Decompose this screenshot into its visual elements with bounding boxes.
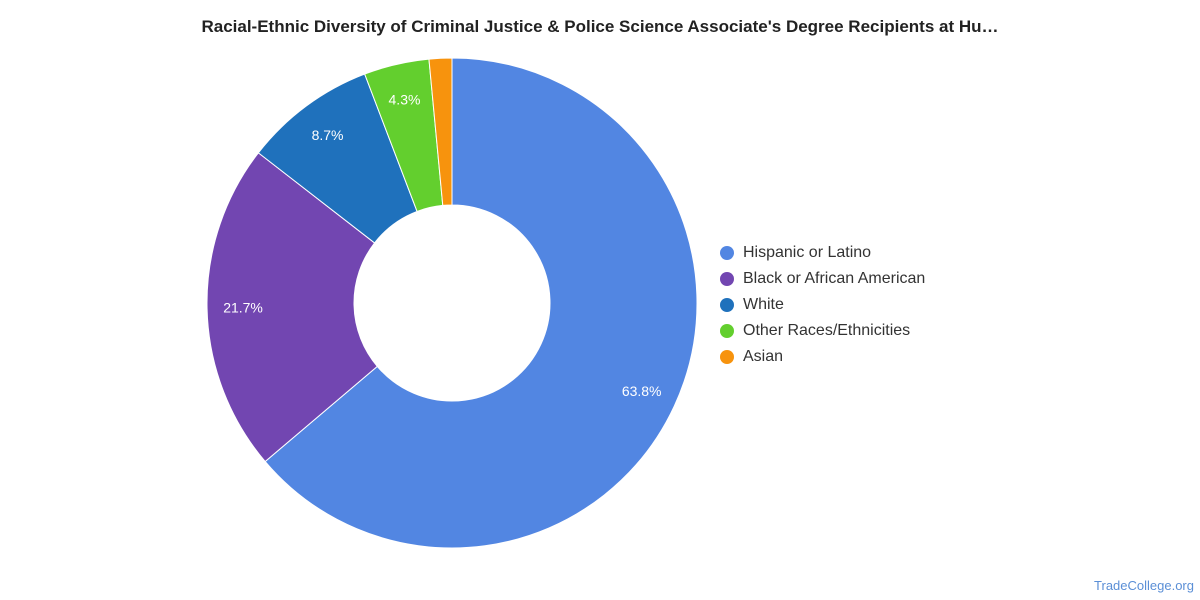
legend-item[interactable]: Other Races/Ethnicities — [720, 318, 925, 344]
legend-item[interactable]: Black or African American — [720, 266, 925, 292]
donut-slice-black-or-african-american — [206, 152, 378, 463]
donut-slices — [206, 57, 698, 549]
slice-value-label: 8.7% — [312, 127, 344, 143]
slice-value-label: 63.8% — [622, 383, 662, 399]
slice-value-label: 4.3% — [389, 91, 421, 107]
legend-item[interactable]: Asian — [720, 344, 925, 370]
legend-swatch-icon — [720, 272, 734, 286]
legend-label: Black or African American — [743, 270, 926, 287]
donut-slice-hispanic-or-latino — [264, 57, 698, 549]
legend-item[interactable]: White — [720, 292, 925, 318]
donut-slice-asian — [428, 57, 453, 206]
watermark: TradeCollege.org — [1094, 578, 1194, 593]
legend-swatch-icon — [720, 298, 734, 312]
chart-legend: Hispanic or Latino Black or African Ameri… — [720, 240, 925, 370]
legend-swatch-icon — [720, 246, 734, 260]
chart-title: Racial-Ethnic Diversity of Criminal Just… — [201, 17, 999, 36]
legend-label: Asian — [743, 348, 784, 365]
legend-item[interactable]: Hispanic or Latino — [720, 240, 925, 266]
slice-value-label: 21.7% — [223, 300, 263, 316]
legend-label: White — [743, 296, 784, 313]
legend-swatch-icon — [720, 350, 734, 364]
legend-label: Hispanic or Latino — [743, 244, 872, 261]
donut-slice-labels: 63.8% 21.7% 8.7% 4.3% — [223, 91, 661, 398]
legend-label: Other Races/Ethnicities — [743, 322, 911, 339]
legend-swatch-icon — [720, 324, 734, 338]
